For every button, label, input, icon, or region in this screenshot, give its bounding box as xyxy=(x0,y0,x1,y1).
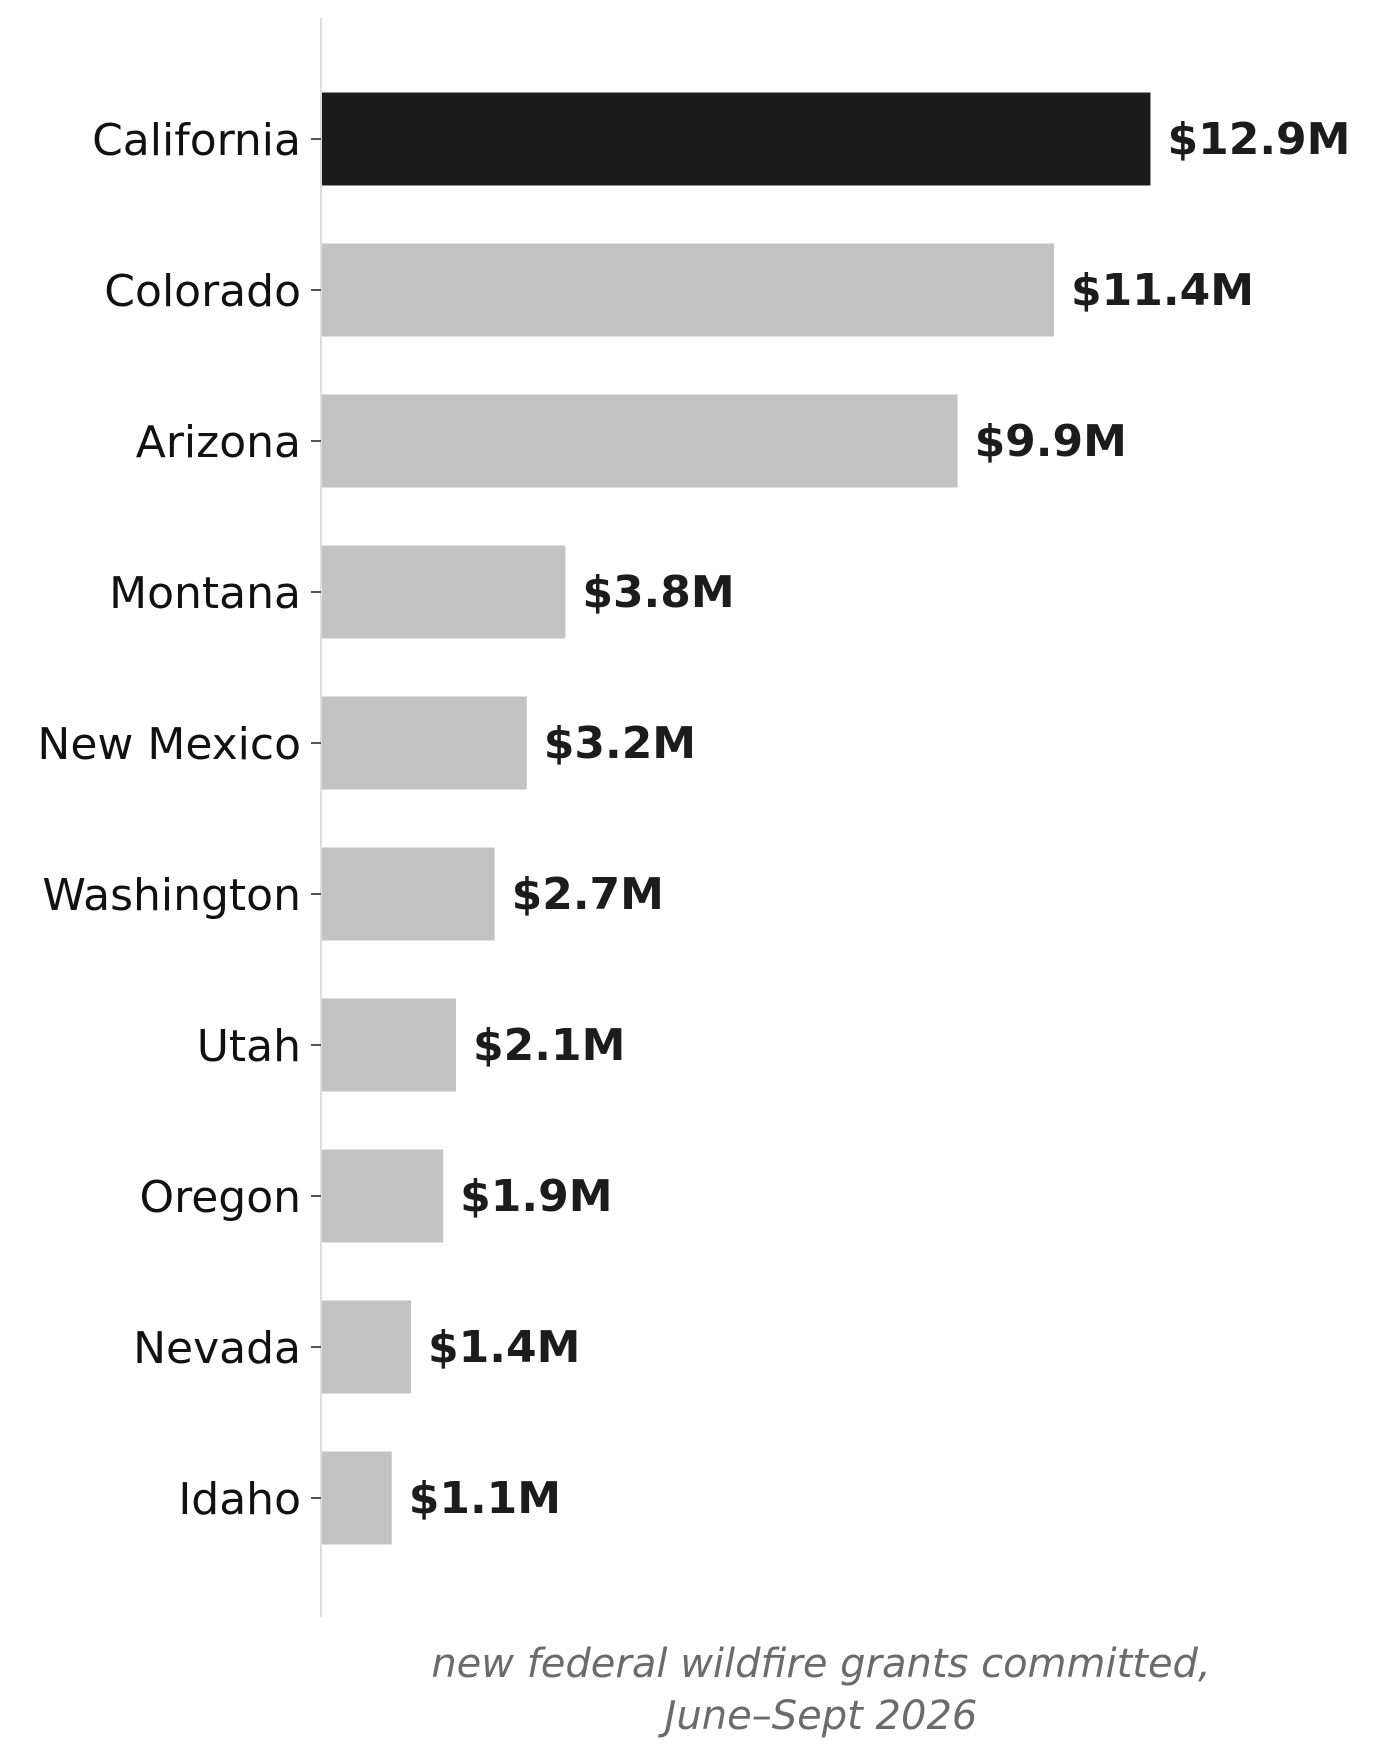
value-label-new-mexico: $3.2M xyxy=(544,718,696,769)
bar-washington xyxy=(321,847,495,941)
bar-montana xyxy=(321,545,566,639)
value-labels-layer: $12.9M $11.4M $9.9M $3.8M $3.2M $2.7M $2.1M $1.… xyxy=(409,114,1351,1524)
x-axis-label-line-1: new federal wildfire grants committed, xyxy=(431,1641,1210,1687)
category-label-utah: Utah xyxy=(197,1021,301,1072)
category-label-colorado: Colorado xyxy=(104,266,301,317)
y-ticks-layer xyxy=(311,138,321,1499)
bar-arizona xyxy=(321,394,958,488)
value-label-utah: $2.1M xyxy=(473,1020,625,1071)
value-label-oregon: $1.9M xyxy=(460,1171,612,1222)
bar-utah xyxy=(321,998,457,1092)
bar-california xyxy=(321,92,1151,186)
value-label-california: $12.9M xyxy=(1167,114,1350,165)
value-label-washington: $2.7M xyxy=(512,869,664,920)
value-label-colorado: $11.4M xyxy=(1071,265,1254,316)
value-label-nevada: $1.4M xyxy=(428,1322,580,1373)
category-label-washington: Washington xyxy=(42,870,301,921)
bar-colorado xyxy=(321,243,1055,337)
bars-layer xyxy=(321,92,1151,1545)
category-label-montana: Montana xyxy=(109,568,301,619)
bar-new-mexico xyxy=(321,696,527,790)
bar-nevada xyxy=(321,1300,412,1394)
category-label-arizona: Arizona xyxy=(136,417,301,468)
category-label-oregon: Oregon xyxy=(139,1172,301,1223)
bar-oregon xyxy=(321,1149,444,1243)
category-labels-layer: California Colorado Arizona Montana New Mexi… xyxy=(37,115,301,1525)
value-label-idaho: $1.1M xyxy=(409,1473,561,1524)
category-label-california: California xyxy=(92,115,301,166)
bar-idaho xyxy=(321,1451,392,1545)
category-label-nevada: Nevada xyxy=(133,1323,301,1374)
value-label-arizona: $9.9M xyxy=(975,416,1127,467)
x-axis-label-line-2: June–Sept 2026 xyxy=(658,1693,978,1739)
value-label-montana: $3.8M xyxy=(582,567,734,618)
category-label-idaho: Idaho xyxy=(178,1474,301,1525)
category-label-new-mexico: New Mexico xyxy=(37,719,301,770)
